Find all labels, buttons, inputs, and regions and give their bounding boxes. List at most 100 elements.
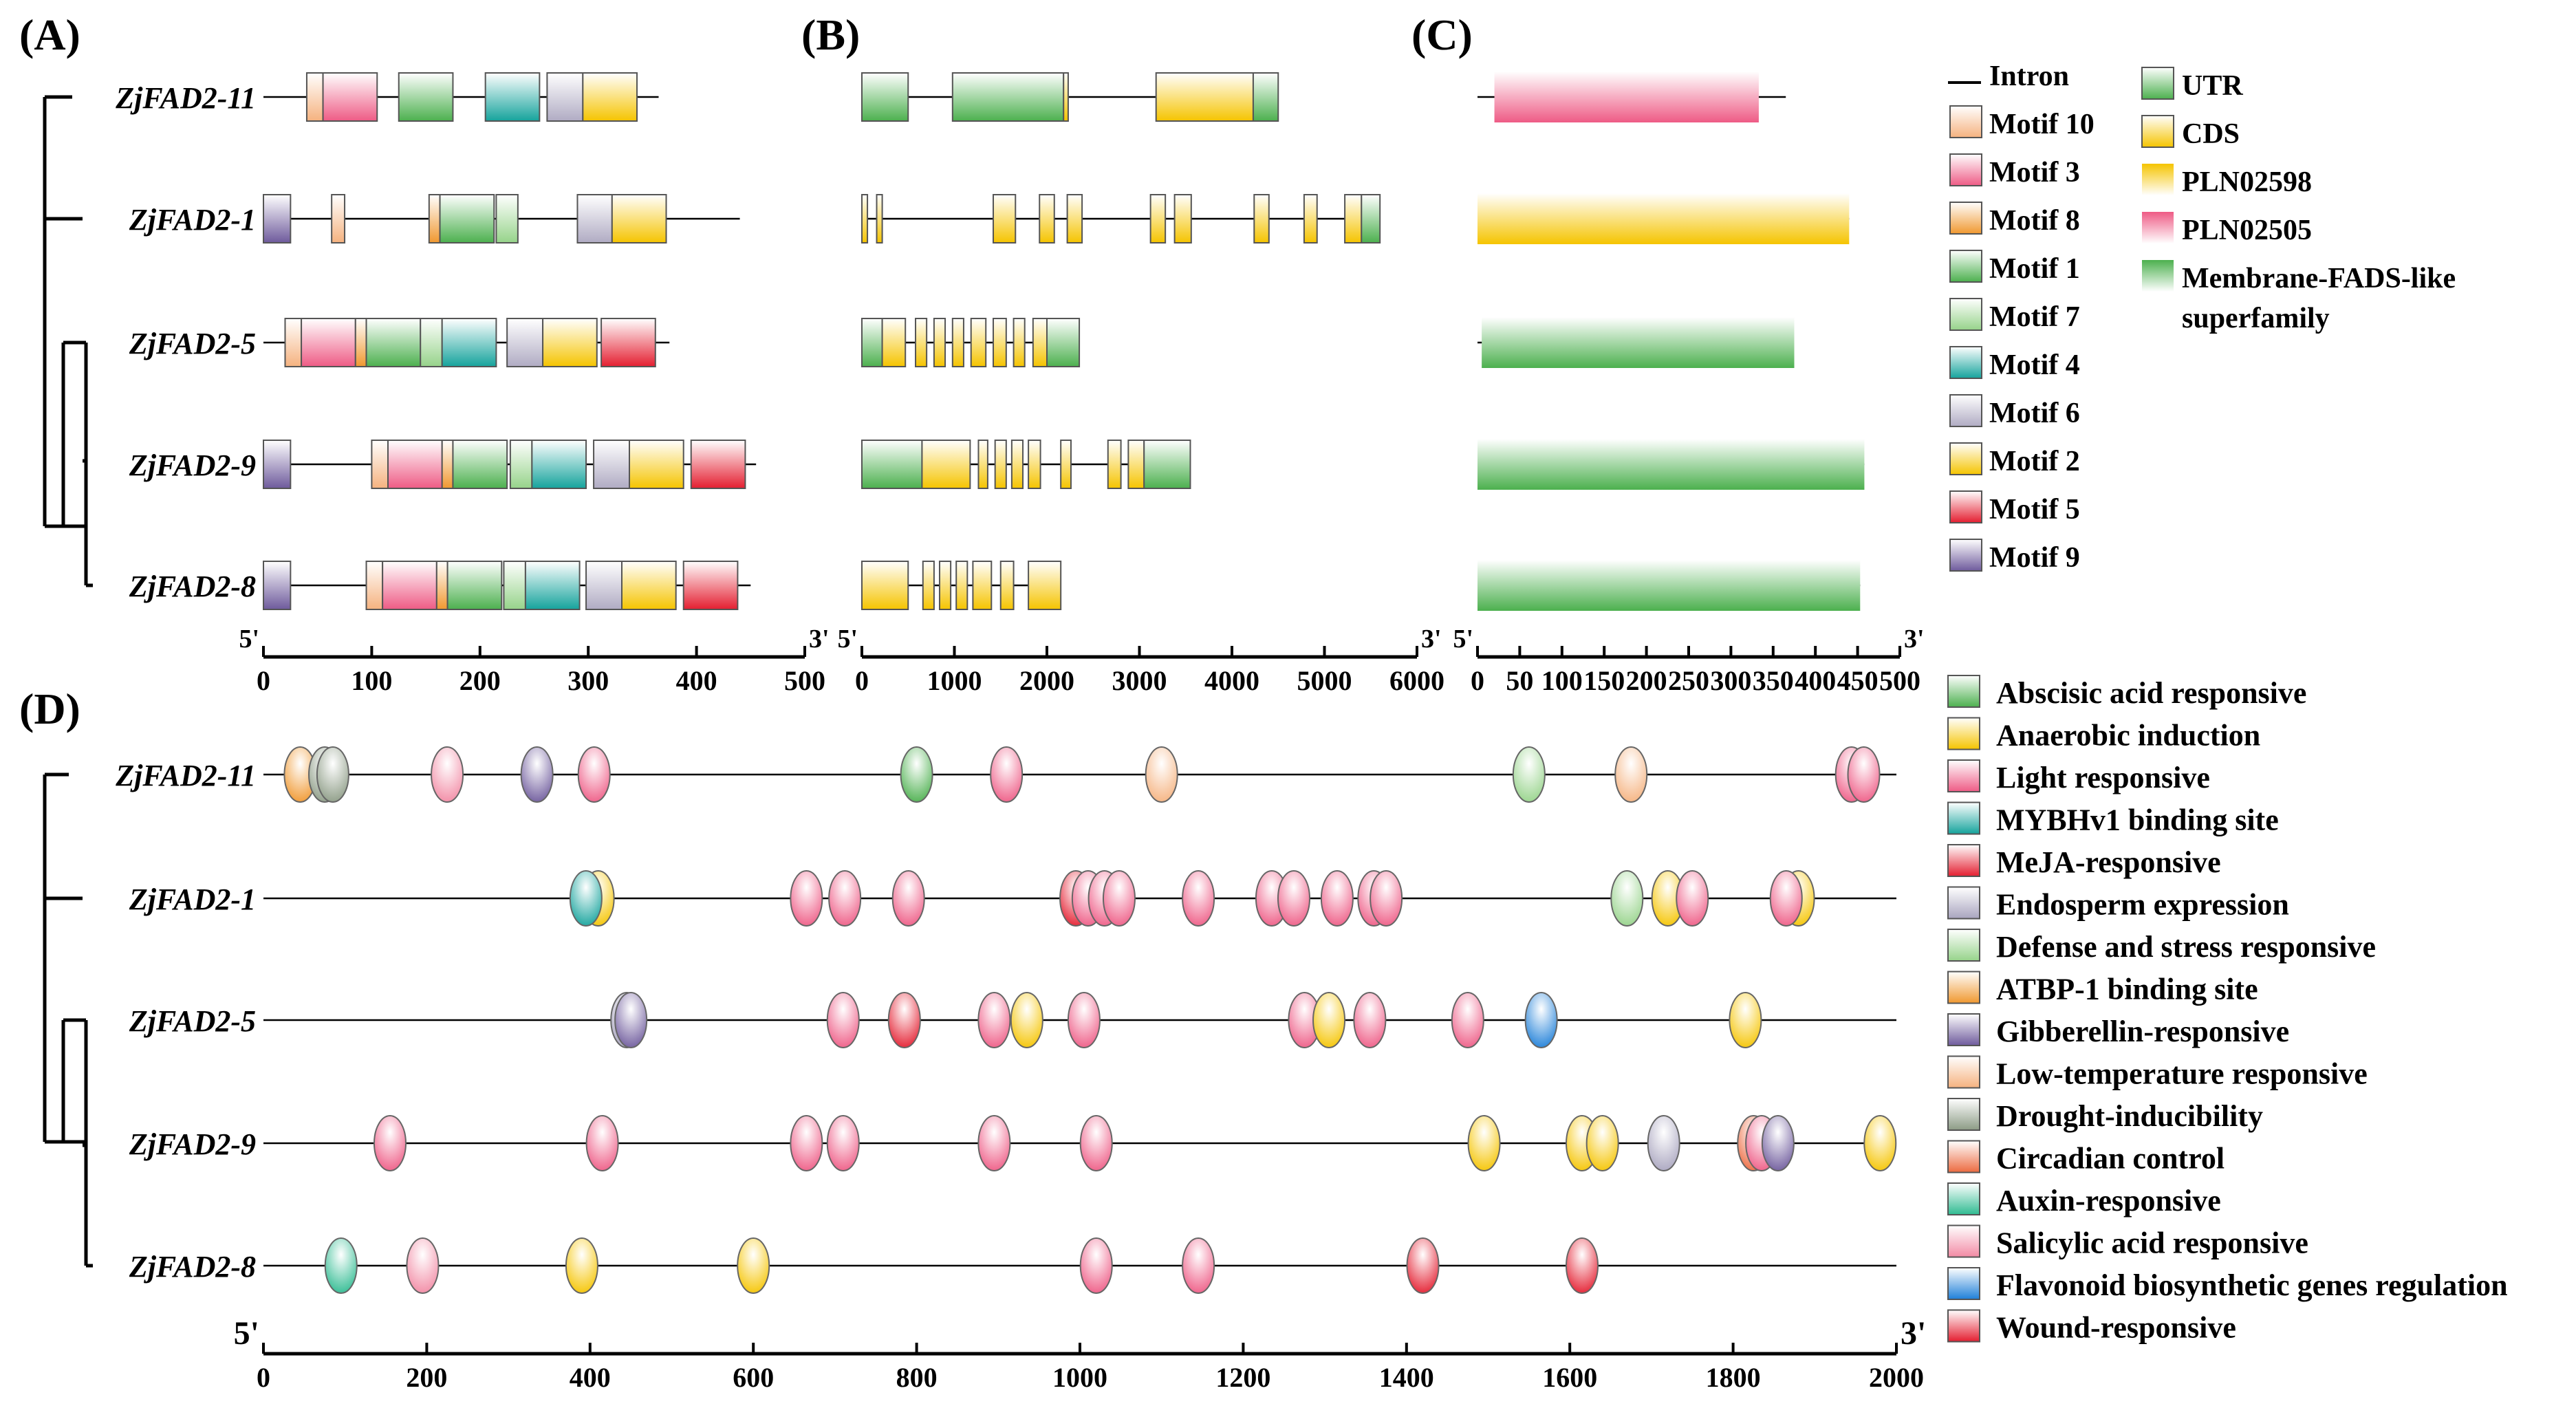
tick-label: 6000 (1389, 665, 1444, 696)
legend-label: Flavonoid biosynthetic genes regulation (1996, 1268, 2508, 1302)
motif1-box (452, 440, 508, 489)
legend-label: ATBP-1 binding site (1996, 973, 2258, 1006)
auxin-element (324, 1237, 358, 1294)
tick-label: 200 (1626, 665, 1667, 696)
light-element (826, 1115, 860, 1171)
motif6-swatch (1949, 394, 1982, 427)
legend-label: Motif 10 (1989, 109, 2095, 140)
legend-label: MYBHv1 binding site (1996, 803, 2279, 837)
abscisic-element (900, 746, 933, 803)
tick-label: 200 (406, 1362, 447, 1393)
cds-box (861, 194, 869, 244)
motif7-swatch (1949, 298, 1982, 331)
cds-box (1344, 194, 1363, 244)
cds-box (1066, 194, 1083, 244)
legend-label: Motif 2 (1989, 446, 2080, 477)
tick-label: 0 (257, 1362, 270, 1393)
light-element (1676, 870, 1709, 927)
tick-label: 2000 (1019, 665, 1074, 696)
defense-swatch (1947, 929, 1980, 962)
legend-label: Drought-inducibility (1996, 1099, 2263, 1133)
panel-label-a: (A) (19, 10, 80, 59)
cds-box (1155, 72, 1254, 122)
light-element (977, 1115, 1011, 1171)
anaerobic-element (1729, 992, 1762, 1048)
motif3-box (382, 561, 437, 610)
cds-box (915, 318, 928, 367)
gene-label: ZjFAD2-1 (129, 203, 256, 237)
light-element (1182, 1237, 1215, 1294)
light-element (1451, 992, 1484, 1048)
legend-label: Motif 7 (1989, 301, 2080, 333)
legend-label: Endosperm expression (1996, 888, 2289, 922)
motif6-box (506, 318, 544, 367)
meja-element (887, 992, 921, 1048)
membrane-domain (1478, 560, 1861, 611)
motif7-box (420, 318, 443, 367)
cds-box (922, 561, 935, 610)
gibberellin-element (614, 992, 648, 1048)
cds-box (1028, 561, 1062, 610)
tick-label: 800 (896, 1362, 938, 1393)
motif2-swatch (1949, 442, 1982, 475)
phylo-tree-top (43, 95, 93, 587)
motif9-swatch (1949, 539, 1982, 572)
motif2-box (611, 194, 667, 244)
cds-swatch (2141, 115, 2174, 148)
cds-box (1253, 194, 1270, 244)
gene-label: ZjFAD2-5 (129, 1004, 256, 1038)
mybhv1-element (569, 870, 603, 927)
utr-box (1361, 194, 1381, 244)
motif9-box (263, 440, 292, 489)
motif4-box (441, 318, 497, 367)
axis-end-label: 3' (1901, 1315, 1926, 1352)
anaerobic-element (737, 1237, 770, 1294)
tick-label: 450 (1837, 665, 1879, 696)
phylo-tree-bottom (43, 772, 93, 1268)
drought-element (316, 746, 349, 803)
cds-box (1032, 318, 1048, 367)
cds-box (933, 318, 946, 367)
light-swatch (1947, 759, 1980, 792)
motif2-box (542, 318, 598, 367)
light-element (1320, 870, 1354, 927)
cds-box (1303, 194, 1318, 244)
cds-box (1127, 440, 1145, 489)
cis-element-panel (263, 746, 1897, 1294)
anaerobic-element (1585, 1115, 1619, 1171)
light-element (1370, 870, 1403, 927)
light-element (1102, 870, 1136, 927)
motif-panel (263, 72, 757, 610)
tick-label: 1400 (1379, 1362, 1434, 1393)
tick-label: 350 (1753, 665, 1794, 696)
motif10-swatch (1949, 105, 1982, 138)
legend-label: Salicylic acid responsive (1996, 1226, 2308, 1260)
legend-label: Wound-responsive (1996, 1311, 2236, 1345)
defense-element (1512, 746, 1546, 803)
tick-label: 600 (733, 1362, 774, 1393)
legend-label: PLN02598 (2182, 166, 2312, 198)
cds-box (1028, 440, 1041, 489)
anaerobic-element (1467, 1115, 1501, 1171)
light-element (1847, 746, 1881, 803)
light-element (1067, 992, 1101, 1048)
axis-start-label: 5' (239, 625, 259, 653)
tick-label: 400 (570, 1362, 611, 1393)
anaerobic-swatch (1947, 717, 1980, 750)
tick-label: 100 (351, 665, 392, 696)
gene-label: ZjFAD2-9 (129, 1127, 256, 1161)
motif10-box (305, 72, 324, 122)
motif8-box (354, 318, 367, 367)
defense-element (1610, 870, 1644, 927)
legend-structure: Intron Motif 10 Motif 3 Motif 8 Motif 1 Motif… (1948, 61, 2456, 574)
gibberellin-element (1761, 1115, 1795, 1171)
lowtemp-element (1145, 746, 1178, 803)
axis-end-label: 3' (809, 625, 830, 653)
motif10-box (365, 561, 384, 610)
utr-swatch (2141, 67, 2174, 100)
motif6-box (585, 561, 623, 610)
tick-label: 1800 (1706, 1362, 1761, 1393)
meja-swatch (1947, 844, 1980, 877)
axis-a: 0 100 200 300 400 500 5' 3' (239, 625, 829, 696)
